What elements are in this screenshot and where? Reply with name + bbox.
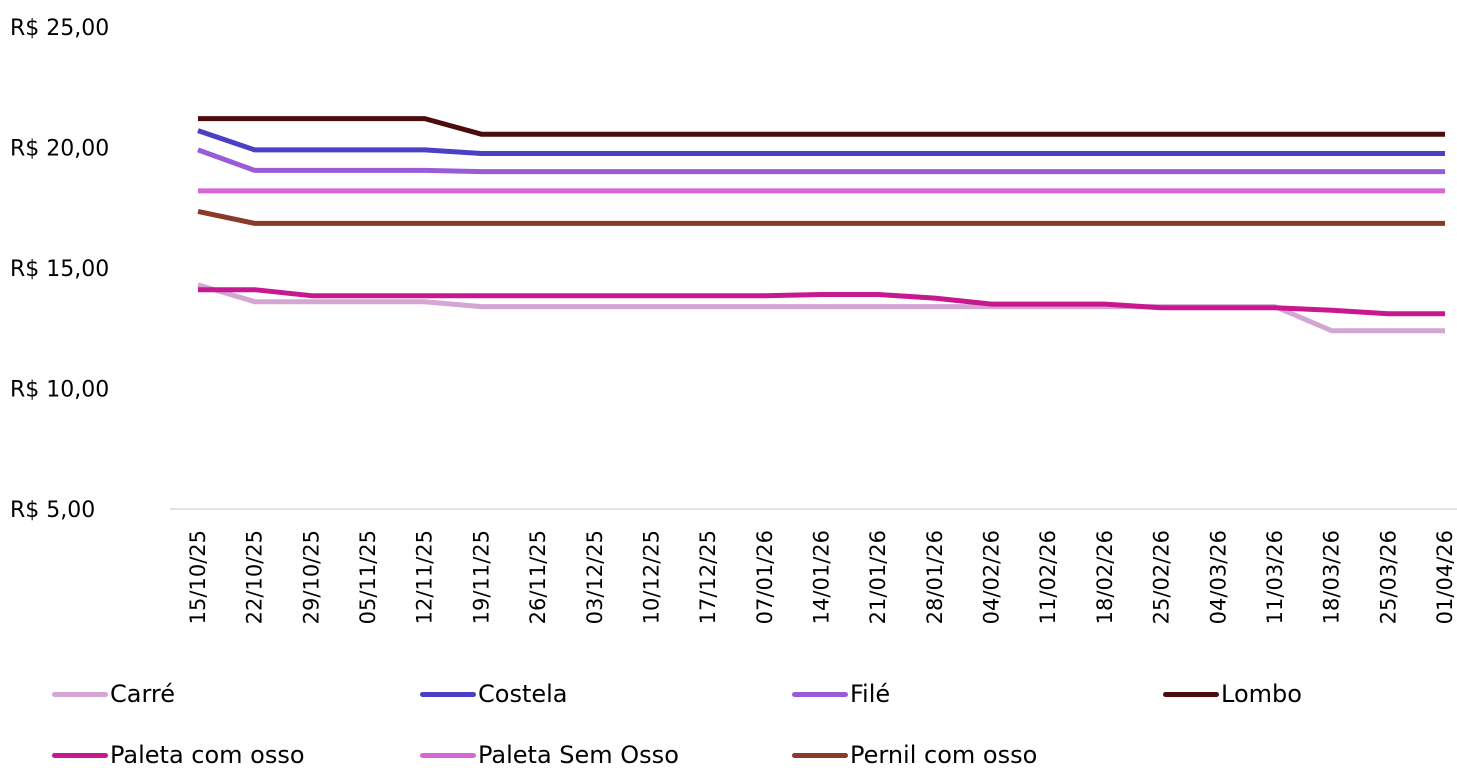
y-tick-label: R$ 25,00: [10, 16, 109, 41]
legend-swatch: [52, 752, 108, 758]
series-line-4: [198, 287, 1445, 317]
y-tick-label: R$ 5,00: [10, 498, 95, 523]
series-line-1: [197, 128, 1445, 156]
x-tick-label: 26/11/25: [526, 530, 550, 624]
x-tick-label: 10/12/25: [639, 530, 663, 624]
y-tick-label: R$ 20,00: [10, 137, 109, 162]
legend-label: Pernil com osso: [850, 741, 1038, 769]
legend-swatch: [420, 752, 476, 758]
x-tick-label: 25/03/26: [1376, 530, 1400, 624]
x-tick-label: 01/04/26: [1433, 530, 1457, 624]
series-line-6: [197, 208, 1445, 226]
x-tick-label: 05/11/25: [356, 530, 380, 624]
legend-swatch: [52, 691, 108, 697]
x-tick-label: 11/02/26: [1036, 530, 1060, 624]
series-lines: [197, 116, 1445, 334]
x-tick-label: 18/03/26: [1320, 530, 1344, 624]
legend-label: Paleta Sem Osso: [478, 741, 679, 769]
x-tick-label: 29/10/25: [299, 530, 323, 624]
legend-item: Costela: [420, 674, 568, 714]
x-tick-label: 22/10/25: [243, 530, 267, 624]
legend-swatch: [1163, 691, 1219, 697]
legend-swatch: [792, 752, 848, 758]
x-tick-label: 03/12/25: [583, 530, 607, 624]
legend-item: Filé: [792, 674, 890, 714]
x-tick-label: 11/03/26: [1263, 530, 1287, 624]
x-tick-label: 28/01/26: [923, 530, 947, 624]
legend-item: Paleta com osso: [52, 735, 305, 775]
y-tick-label: R$ 15,00: [10, 257, 109, 282]
x-tick-label: 04/03/26: [1206, 530, 1230, 624]
x-tick-label: 15/10/25: [186, 530, 210, 624]
legend-swatch: [792, 691, 848, 697]
legend-label: Filé: [850, 680, 891, 708]
legend-label: Lombo: [1221, 680, 1302, 708]
x-axis: 15/10/25 22/10/25 29/10/25 05/11/25 12/11/25…: [186, 530, 1457, 624]
y-axis: R$ 25,00 R$ 20,00 R$ 15,00 R$ 10,00 R$ 5,00: [10, 16, 109, 523]
legend-label: Costela: [478, 680, 568, 708]
legend-item: Lombo: [1163, 674, 1302, 714]
legend-item: Paleta Sem Osso: [420, 735, 679, 775]
x-tick-label: 12/11/25: [413, 530, 437, 624]
legend-item: Pernil com osso: [792, 735, 1037, 775]
x-tick-label: 18/02/26: [1093, 530, 1117, 624]
x-tick-label: 14/01/26: [810, 530, 834, 624]
legend-item: Carré: [52, 674, 175, 714]
series-line-3: [198, 116, 1445, 137]
y-tick-label: R$ 10,00: [10, 378, 109, 403]
x-tick-label: 21/01/26: [866, 530, 890, 624]
x-tick-label: 17/12/25: [696, 530, 720, 624]
legend-label: Carré: [110, 680, 176, 708]
series-line-2: [197, 147, 1445, 175]
legend-label: Paleta com osso: [110, 741, 305, 769]
x-tick-label: 19/11/25: [469, 530, 493, 624]
legend: Carré Costela Filé Lombo Paleta com osso Pale…: [0, 668, 1457, 769]
x-tick-label: 04/02/26: [980, 530, 1004, 624]
line-chart: R$ 25,00R$ 20,00R$ 15,00R$ 10,00R$ 5,00 …: [10, 16, 1457, 624]
x-tick-label: 07/01/26: [753, 530, 777, 624]
legend-swatch: [420, 691, 476, 697]
x-tick-label: 25/02/26: [1150, 530, 1174, 624]
